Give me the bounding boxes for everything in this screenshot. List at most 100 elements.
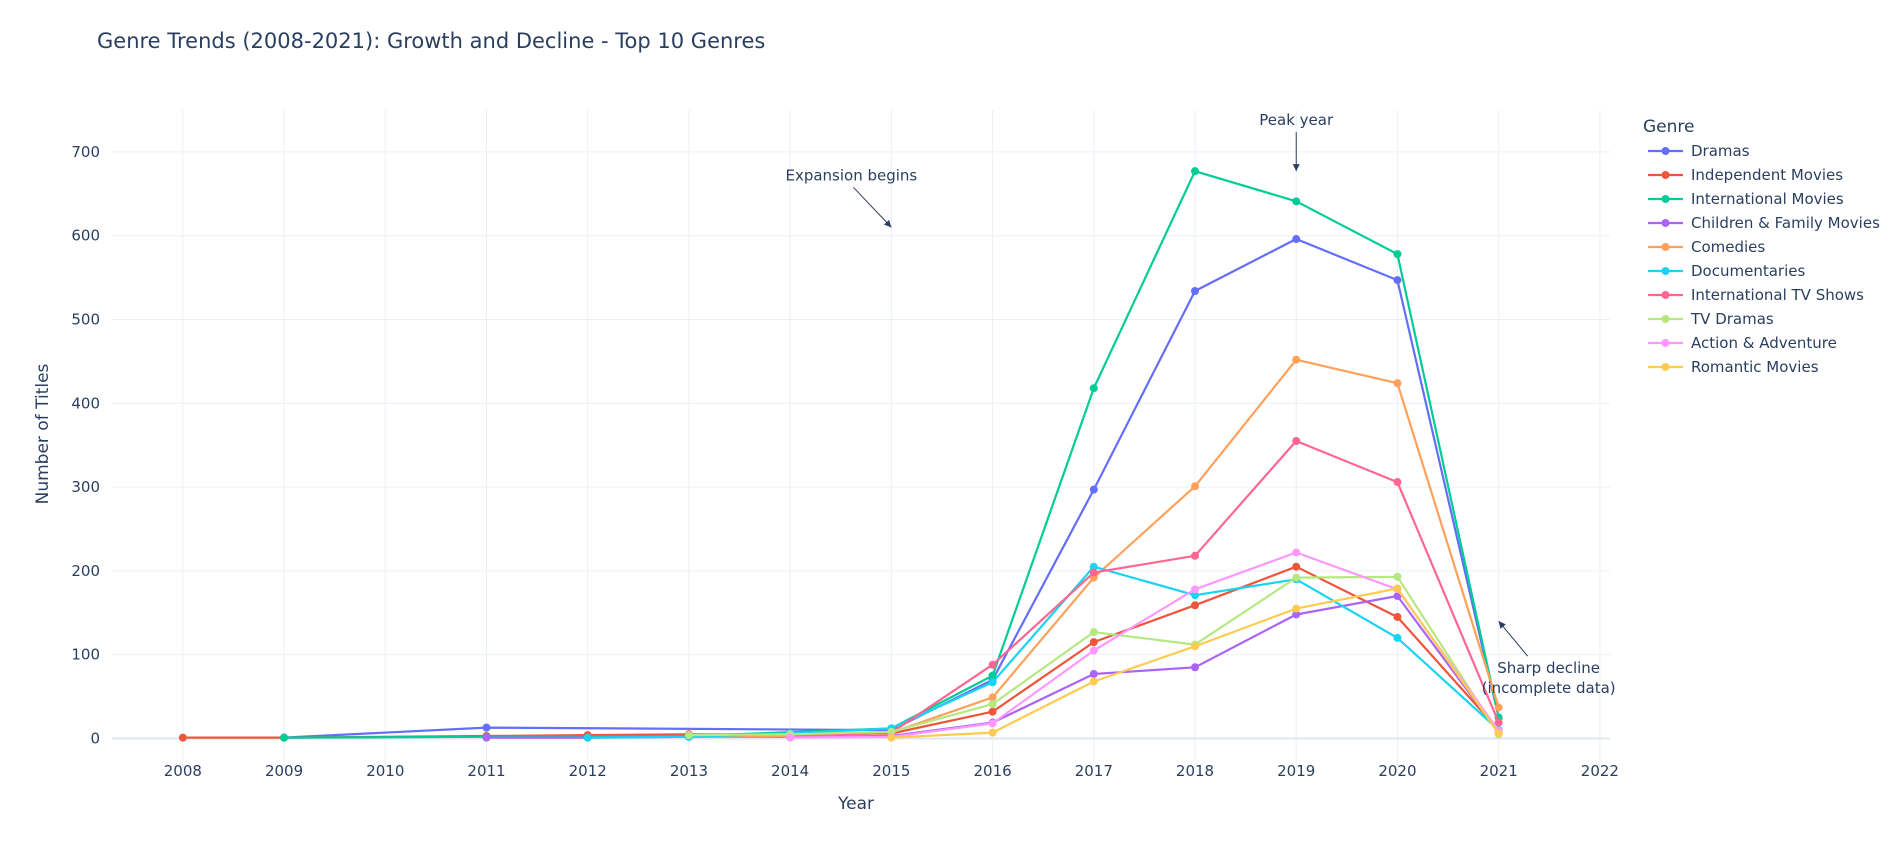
data-point — [1292, 235, 1301, 244]
legend-items: Dramas Independent Movies International Mo… — [1648, 142, 1880, 376]
y-axis-ticks: 0 100 200 300 400 500 600 700 — [71, 143, 100, 748]
data-point — [786, 733, 795, 742]
data-point — [1494, 729, 1503, 738]
x-tick-label: 2012 — [569, 762, 607, 780]
data-point — [1089, 485, 1098, 494]
data-point — [1393, 612, 1402, 621]
x-tick-label: 2011 — [467, 762, 505, 780]
data-point — [988, 678, 997, 687]
data-point — [1191, 482, 1200, 491]
data-point — [280, 733, 289, 742]
data-point — [1089, 677, 1098, 686]
legend-item-documentaries[interactable]: Documentaries — [1648, 262, 1805, 280]
data-point — [1292, 197, 1301, 206]
data-point — [1393, 478, 1402, 487]
x-tick-label: 2014 — [771, 762, 809, 780]
data-point — [1191, 551, 1200, 560]
x-tick-label: 2017 — [1075, 762, 1113, 780]
data-point — [1089, 669, 1098, 678]
y-tick-label: 300 — [71, 478, 100, 496]
legend-item-international-tv-shows[interactable]: International TV Shows — [1648, 286, 1864, 304]
y-tick-label: 200 — [71, 562, 100, 580]
annotation-arrowhead — [1292, 164, 1300, 172]
data-point — [1292, 548, 1301, 557]
legend-item-children-family-movies[interactable]: Children & Family Movies — [1648, 214, 1880, 232]
legend-swatch-marker — [1661, 315, 1670, 323]
legend-label: International TV Shows — [1691, 286, 1864, 304]
legend-item-dramas[interactable]: Dramas — [1648, 142, 1750, 160]
legend-label: Action & Adventure — [1691, 334, 1837, 352]
legend-label: TV Dramas — [1690, 310, 1774, 328]
annotation-text: Peak year — [1259, 111, 1334, 129]
data-point — [887, 733, 896, 742]
data-point — [1089, 638, 1098, 647]
legend-label: Romantic Movies — [1691, 358, 1819, 376]
legend-item-comedies[interactable]: Comedies — [1648, 238, 1765, 256]
data-point — [1191, 585, 1200, 594]
data-point — [1292, 437, 1301, 445]
y-tick-label: 600 — [71, 227, 100, 245]
chart-title: Genre Trends (2008-2021): Growth and Dec… — [97, 29, 765, 53]
data-point — [1292, 604, 1301, 613]
annotation: Expansion begins — [785, 166, 917, 228]
data-point — [988, 728, 997, 737]
data-point — [1089, 562, 1098, 571]
grid — [112, 110, 1610, 772]
data-point — [1292, 573, 1301, 582]
data-point — [1089, 646, 1098, 655]
legend: Genre Dramas Independent Movies Internatio… — [1643, 117, 1880, 376]
legend-swatch-marker — [1661, 219, 1670, 227]
legend-swatch-marker — [1661, 339, 1670, 347]
legend-swatch-marker — [1661, 363, 1670, 371]
x-axis-ticks: 2008 2009 2010 2011 2012 2013 2014 2015 2016 2017… — [164, 762, 1619, 780]
legend-item-independent-movies[interactable]: Independent Movies — [1648, 166, 1843, 184]
annotations: Expansion begins Peak year Sharp decline (i… — [785, 111, 1615, 697]
x-tick-label: 2018 — [1176, 762, 1214, 780]
x-axis-title: Year — [837, 794, 874, 814]
data-point — [1292, 562, 1301, 571]
legend-label: Comedies — [1691, 238, 1765, 256]
data-point — [684, 731, 693, 740]
legend-title: Genre — [1643, 117, 1694, 137]
y-tick-label: 400 — [71, 394, 100, 412]
legend-swatch-marker — [1661, 267, 1670, 275]
data-point — [482, 733, 491, 742]
data-point — [1393, 379, 1402, 388]
x-tick-label: 2021 — [1480, 762, 1518, 780]
annotation-arrow-line — [1498, 620, 1529, 657]
legend-swatch-marker — [1661, 147, 1670, 155]
data-point — [1089, 628, 1098, 637]
legend-swatch-marker — [1661, 243, 1670, 251]
data-point — [988, 707, 997, 716]
x-tick-label: 2022 — [1581, 762, 1619, 780]
data-point — [1393, 633, 1402, 642]
y-tick-label: 0 — [90, 729, 100, 747]
x-tick-label: 2010 — [366, 762, 404, 780]
series-line — [790, 551, 1500, 739]
data-point — [1089, 568, 1098, 577]
data-point — [178, 733, 187, 742]
data-point — [583, 733, 592, 742]
y-tick-label: 100 — [71, 646, 100, 664]
x-tick-label: 2013 — [670, 762, 708, 780]
series-romantic-movies — [887, 584, 1503, 742]
data-point — [1191, 287, 1200, 296]
data-point — [1292, 355, 1301, 364]
legend-item-tv-dramas[interactable]: TV Dramas — [1648, 310, 1774, 328]
data-point — [1494, 718, 1503, 727]
data-point — [988, 671, 997, 680]
y-tick-label: 700 — [71, 143, 100, 161]
legend-label: Children & Family Movies — [1691, 214, 1880, 232]
annotation: Peak year — [1259, 111, 1334, 172]
series-line — [790, 439, 1500, 738]
legend-item-international-movies[interactable]: International Movies — [1648, 190, 1844, 208]
legend-item-action-adventure[interactable]: Action & Adventure — [1648, 334, 1837, 352]
annotation-arrowhead — [1498, 621, 1506, 629]
annotation-text: Sharp decline — [1497, 659, 1600, 677]
annotation-text: Expansion begins — [785, 166, 917, 184]
legend-item-romantic-movies[interactable]: Romantic Movies — [1648, 358, 1819, 376]
legend-swatch-marker — [1661, 291, 1670, 299]
data-point — [988, 719, 997, 728]
plot-area — [178, 167, 1503, 742]
legend-label: Dramas — [1691, 142, 1750, 160]
